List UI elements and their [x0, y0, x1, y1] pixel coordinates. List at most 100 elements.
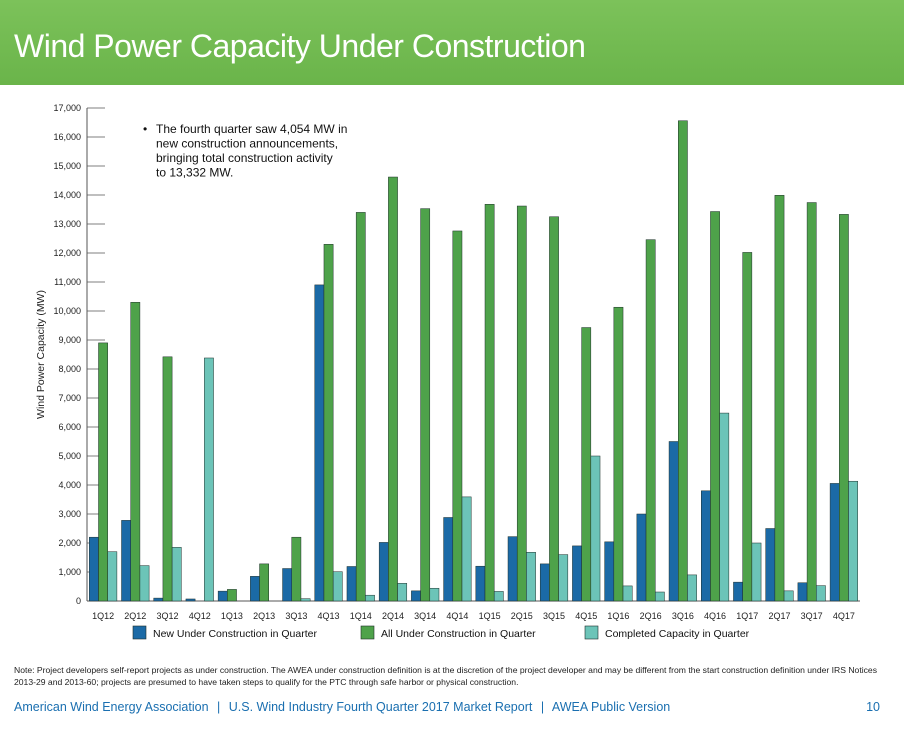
bar: [300, 598, 311, 602]
footer-separator: |: [540, 700, 545, 714]
x-tick-label: 1Q14: [350, 611, 372, 621]
bar: [420, 208, 431, 602]
bar: [443, 517, 454, 602]
page-title: Wind Power Capacity Under Construction: [14, 28, 586, 64]
y-tick-label: 13,000: [53, 219, 81, 229]
x-tick-label: 4Q17: [833, 611, 855, 621]
bar: [204, 357, 214, 602]
footnote: Note: Project developers self-report pro…: [14, 665, 878, 687]
bar: [475, 565, 486, 602]
x-tick-label: 1Q16: [607, 611, 629, 621]
footer-separator: |: [217, 700, 221, 714]
footer-report: U.S. Wind Industry Fourth Quarter 2017 M…: [228, 700, 533, 714]
y-tick-label: 0: [76, 596, 81, 606]
bar: [388, 176, 398, 602]
bar: [259, 563, 269, 602]
x-tick-label: 2Q12: [124, 611, 146, 621]
footer-version: AWEA Public Version: [551, 700, 671, 714]
legend-swatch: [132, 625, 147, 640]
page-number: 10: [866, 700, 880, 714]
bar: [130, 302, 141, 602]
y-tick-label: 6,000: [58, 422, 81, 432]
bar: [429, 587, 440, 602]
legend-swatch: [584, 625, 599, 640]
bar: [636, 513, 647, 602]
bar: [250, 576, 260, 602]
bar: [549, 216, 559, 602]
x-tick-label: 4Q15: [575, 611, 597, 621]
y-tick-label: 10,000: [53, 306, 81, 316]
legend-label: New Under Construction in Quarter: [153, 628, 317, 640]
bar: [558, 554, 569, 602]
bar: [710, 211, 720, 602]
bar: [493, 591, 504, 602]
y-tick-label: 16,000: [53, 132, 81, 142]
x-tick-label: 3Q17: [801, 611, 823, 621]
bar: [516, 205, 527, 602]
bar: [733, 581, 743, 602]
bar: [678, 120, 688, 602]
bar: [461, 496, 472, 602]
y-tick-label: 8,000: [58, 364, 81, 374]
bar: [346, 566, 357, 602]
bar: [452, 230, 463, 602]
y-tick-label: 11,000: [54, 277, 81, 287]
x-tick-label: 3Q13: [285, 611, 307, 621]
annotation-bullet: •: [143, 122, 147, 136]
x-tick-label: 1Q15: [479, 611, 501, 621]
bar: [668, 441, 679, 602]
bar: [581, 327, 592, 602]
x-tick-label: 1Q12: [92, 611, 114, 621]
bar: [291, 536, 302, 602]
bar: [539, 563, 550, 602]
x-tick-label: 4Q14: [446, 611, 468, 621]
bar: [645, 239, 656, 602]
bar: [622, 585, 633, 602]
bar: [783, 590, 794, 602]
y-tick-label: 7,000: [58, 393, 81, 403]
bar: [314, 284, 325, 602]
footer-line: American Wind Energy Association | U.S. …: [14, 700, 670, 714]
bar: [848, 480, 858, 602]
bar: [121, 520, 131, 602]
bar: [89, 536, 99, 602]
bar: [613, 306, 624, 602]
bar: [139, 565, 150, 602]
y-tick-label: 5,000: [58, 451, 81, 461]
footer-org: American Wind Energy Association: [14, 700, 209, 714]
bar: [323, 244, 334, 602]
x-tick-label: 2Q14: [382, 611, 404, 621]
y-tick-label: 12,000: [53, 248, 81, 258]
bar: [217, 590, 228, 602]
x-tick-label: 1Q13: [221, 611, 243, 621]
bar: [774, 195, 785, 602]
x-tick-label: 4Q16: [704, 611, 726, 621]
bar: [839, 214, 849, 602]
bar: [185, 598, 196, 602]
y-tick-label: 3,000: [58, 509, 81, 519]
bar: [590, 455, 601, 602]
x-tick-label: 1Q17: [736, 611, 758, 621]
x-tick-label: 4Q12: [189, 611, 211, 621]
bar: [282, 568, 293, 602]
legend-swatch: [360, 625, 375, 640]
bar: [98, 342, 108, 602]
bar: [701, 490, 711, 602]
bar: [171, 547, 182, 602]
x-tick-label: 3Q16: [672, 611, 694, 621]
y-tick-label: 17,000: [53, 103, 81, 113]
annotation-text: bringing total construction activity: [156, 151, 333, 165]
bar: [153, 597, 164, 602]
bar: [332, 571, 343, 602]
y-tick-label: 14,000: [53, 190, 81, 200]
bar: [484, 204, 495, 602]
x-tick-label: 3Q12: [157, 611, 179, 621]
bar: [162, 356, 173, 602]
bar: [687, 574, 697, 602]
bar: [751, 542, 762, 602]
y-tick-label: 2,000: [58, 538, 81, 548]
bar: [806, 202, 817, 602]
y-axis-title: Wind Power Capacity (MW): [35, 290, 47, 419]
bar: [397, 583, 408, 602]
x-tick-label: 3Q15: [543, 611, 565, 621]
